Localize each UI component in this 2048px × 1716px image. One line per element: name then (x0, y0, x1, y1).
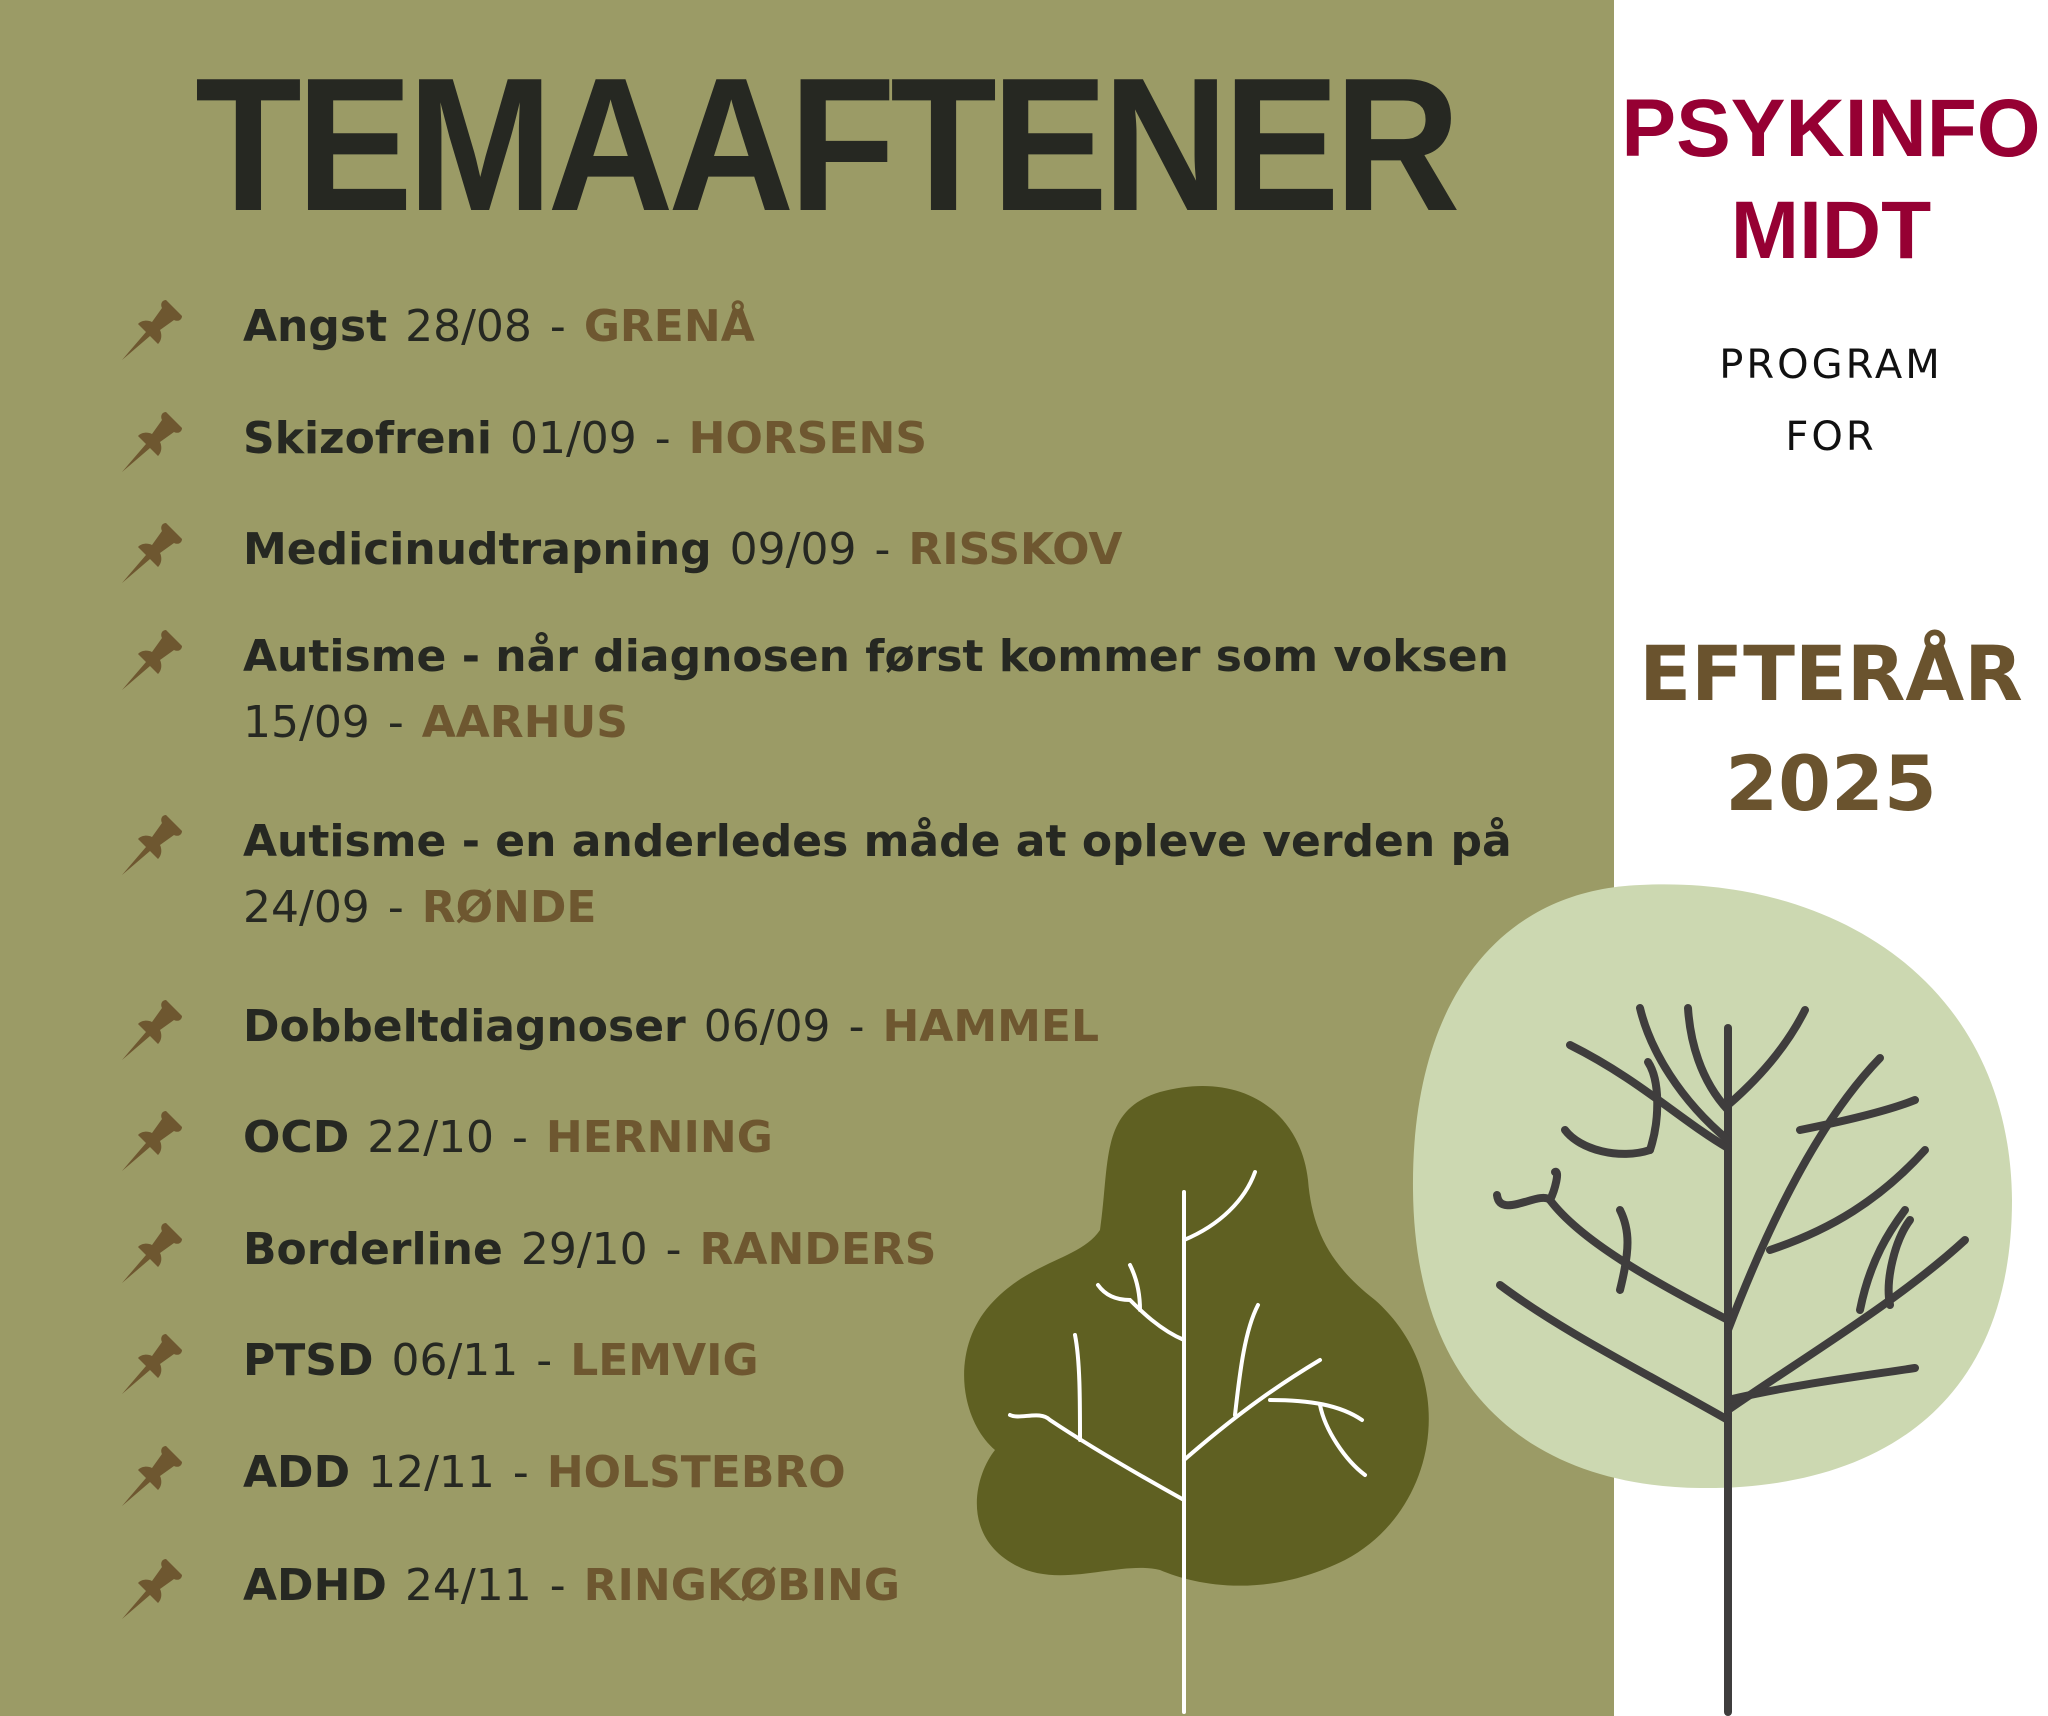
pushpin-icon (118, 517, 188, 587)
event-topic: ADHD (243, 1560, 387, 1611)
pushpin-icon (118, 994, 188, 1064)
season-label: EFTERÅR (1639, 629, 2023, 718)
separator: - (512, 1112, 528, 1163)
pushpin-icon (118, 809, 188, 879)
event-city: HAMMEL (882, 1001, 1099, 1052)
event-date: 29/10 (520, 1224, 648, 1275)
event-item: Autisme - når diagnosen først kommer som… (243, 624, 1509, 756)
page-title: TEMAAFTENER (195, 39, 1460, 251)
separator: - (512, 1447, 529, 1498)
event-item: Angst 28/08- GRENÅ (243, 294, 755, 360)
separator: - (665, 1224, 682, 1275)
event-item: PTSD 06/11- LEMVIG (243, 1328, 759, 1394)
event-city: RØNDE (421, 882, 597, 933)
pushpin-icon (118, 1217, 188, 1287)
event-topic: Borderline (243, 1224, 503, 1275)
event-city: RINGKØBING (583, 1560, 900, 1611)
event-item: Medicinudtrapning 09/09- RISSKOV (243, 517, 1122, 583)
separator: - (654, 413, 671, 464)
program-label: PROGRAM (1719, 342, 1943, 388)
event-topic: Dobbeltdiagnoser (243, 1001, 686, 1052)
event-city: GRENÅ (583, 301, 755, 352)
event-date: 22/10 (367, 1112, 495, 1163)
event-city: LEMVIG (570, 1335, 759, 1386)
event-city: AARHUS (421, 697, 628, 748)
event-date: 28/08 (405, 301, 532, 352)
event-topic: Medicinudtrapning (243, 524, 712, 575)
event-topic: Angst (243, 301, 388, 352)
event-city: HOLSTEBRO (546, 1447, 846, 1498)
organization-name: PSYKINFO (1621, 83, 2041, 174)
pushpin-icon (118, 1553, 188, 1623)
event-item: Skizofreni 01/09- HORSENS (243, 406, 927, 472)
light-tree-icon (1412, 884, 2012, 1716)
program-label-line2: FOR (1785, 414, 1877, 460)
separator: - (549, 301, 566, 352)
event-date: 12/11 (368, 1447, 495, 1498)
event-city: RISSKOV (908, 524, 1123, 575)
event-item: Borderline 29/10- RANDERS (243, 1217, 936, 1283)
separator: - (387, 697, 404, 748)
event-date: 24/09 (243, 882, 370, 933)
dark-tree-icon (964, 1085, 1429, 1714)
event-topic: OCD (243, 1112, 350, 1163)
separator: - (387, 882, 404, 933)
event-topic: PTSD (243, 1335, 374, 1386)
event-topic: ADD (243, 1447, 351, 1498)
event-item: OCD 22/10- HERNING (243, 1105, 773, 1171)
season-year: 2025 (1725, 739, 1937, 828)
event-city: HERNING (545, 1112, 773, 1163)
separator: - (874, 524, 891, 575)
separator: - (848, 1001, 865, 1052)
event-date: 15/09 (243, 697, 370, 748)
pushpin-icon (118, 1328, 188, 1398)
event-item: ADD 12/11- HOLSTEBRO (243, 1440, 846, 1506)
event-topic: Autisme - en anderledes måde at opleve v… (243, 816, 1512, 867)
separator: - (536, 1335, 553, 1386)
pushpin-icon (118, 1105, 188, 1175)
pushpin-icon (118, 294, 188, 364)
event-date: 01/09 (509, 413, 637, 464)
pushpin-icon (118, 1440, 188, 1510)
separator: - (549, 1560, 566, 1611)
event-city: HORSENS (688, 413, 928, 464)
event-date: 06/11 (391, 1335, 519, 1386)
event-item: Autisme - en anderledes måde at opleve v… (243, 809, 1512, 941)
event-item: ADHD 24/11- RINGKØBING (243, 1553, 900, 1619)
pushpin-icon (118, 624, 188, 694)
event-date: 06/09 (703, 1001, 831, 1052)
event-date: 24/11 (404, 1560, 532, 1611)
event-topic: Skizofreni (243, 413, 492, 464)
pushpin-icon (118, 406, 188, 476)
organization-name-line2: MIDT (1730, 185, 1932, 276)
event-topic: Autisme - når diagnosen først kommer som… (243, 631, 1509, 682)
event-item: Dobbeltdiagnoser 06/09- HAMMEL (243, 994, 1099, 1060)
event-city: RANDERS (699, 1224, 937, 1275)
event-date: 09/09 (729, 524, 857, 575)
